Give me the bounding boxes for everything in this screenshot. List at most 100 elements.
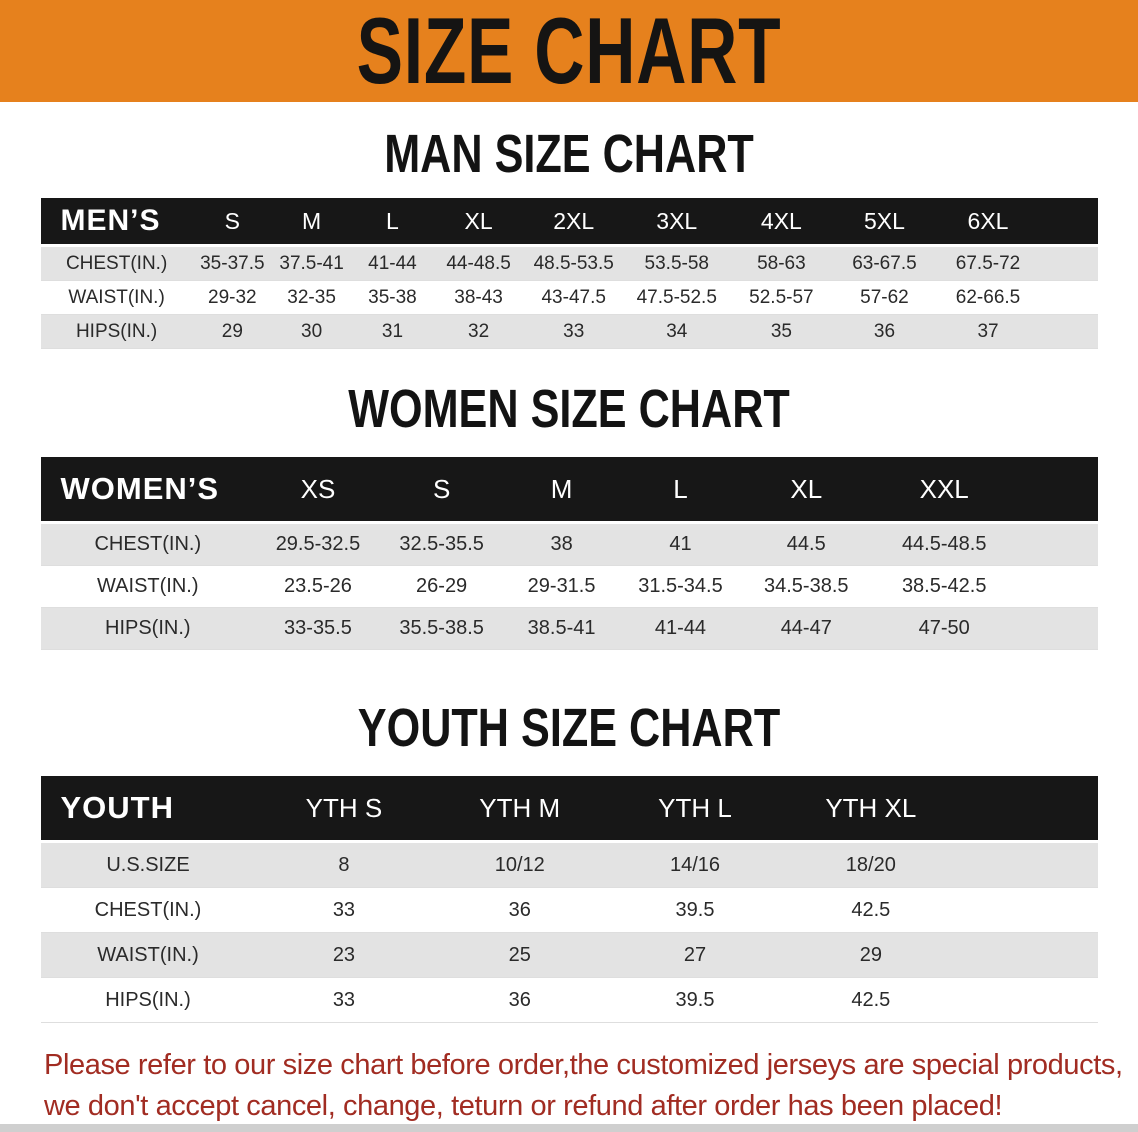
size-column-header: XS	[255, 457, 381, 524]
row-spacer	[1016, 565, 1098, 608]
cell-value: 67.5-72	[935, 245, 1041, 281]
cell-value: 53.5-58	[623, 245, 730, 281]
cell-value: 29	[782, 932, 959, 978]
row-spacer	[958, 887, 1098, 933]
cell-value: 33	[255, 887, 433, 933]
size-column-header: XL	[433, 198, 524, 247]
women-section-title: WOMEN SIZE CHART	[348, 379, 790, 439]
row-spacer	[958, 977, 1098, 1023]
cell-value: 57-62	[833, 280, 936, 315]
cell-value: 35-38	[351, 280, 434, 315]
cell-value: 34.5-38.5	[740, 565, 873, 608]
table-row: CHEST(IN.) 33 36 39.5 42.5	[40, 887, 1098, 933]
youth-section-title-wrap: YOUTH SIZE CHART	[0, 698, 1138, 758]
cell-value: 39.5	[607, 887, 783, 933]
cell-value: 31.5-34.5	[620, 565, 741, 608]
cell-value: 29	[192, 314, 272, 349]
row-label: HIPS(IN.)	[40, 607, 256, 650]
cell-value: 14/16	[607, 841, 783, 888]
size-column-header: YTH S	[255, 776, 433, 843]
cell-value: 43-47.5	[523, 280, 624, 315]
row-label: HIPS(IN.)	[40, 977, 256, 1023]
youth-section-title: YOUTH SIZE CHART	[357, 698, 781, 758]
row-spacer	[958, 932, 1098, 978]
table-row: HIPS(IN.) 29 30 31 32 33 34 35 36 37	[40, 314, 1098, 349]
cell-value: 41-44	[351, 245, 434, 281]
row-label: CHEST(IN.)	[40, 522, 256, 566]
row-label: WAIST(IN.)	[40, 280, 193, 315]
cell-value: 32-35	[271, 280, 352, 315]
cell-value: 8	[255, 841, 433, 888]
cell-value: 32.5-35.5	[380, 522, 503, 566]
cell-value: 31	[351, 314, 434, 349]
banner: SIZE CHART	[0, 0, 1138, 102]
table-row: U.S.SIZE 8 10/12 14/16 18/20	[40, 841, 1098, 888]
table-row: HIPS(IN.) 33-35.5 35.5-38.5 38.5-41 41-44 44-…	[40, 607, 1098, 650]
table-row: HIPS(IN.) 33 36 39.5 42.5	[40, 977, 1098, 1023]
cell-value: 42.5	[782, 887, 959, 933]
cell-value: 62-66.5	[935, 280, 1041, 315]
row-spacer	[1040, 280, 1098, 315]
cell-value: 38-43	[433, 280, 524, 315]
cell-value: 42.5	[782, 977, 959, 1023]
row-spacer	[1016, 607, 1098, 650]
table-header-row: YOUTH YTH S YTH M YTH L YTH XL	[40, 776, 1098, 843]
size-column-header: YTH L	[607, 776, 783, 843]
men-section-title-wrap: MAN SIZE CHART	[0, 124, 1138, 184]
size-column-header: 5XL	[833, 198, 936, 247]
table-header-row: MEN’S S M L XL 2XL 3XL 4XL 5XL 6XL	[40, 198, 1098, 247]
cell-value: 25	[432, 932, 608, 978]
table-corner-label: YOUTH	[40, 776, 256, 843]
cell-value: 39.5	[607, 977, 783, 1023]
table-corner-label: WOMEN’S	[40, 457, 256, 524]
size-column-header: S	[192, 198, 272, 247]
cell-value: 41-44	[620, 607, 741, 650]
size-column-header: 2XL	[523, 198, 624, 247]
cell-value: 29-32	[192, 280, 272, 315]
cell-value: 37.5-41	[271, 245, 352, 281]
banner-title: SIZE CHART	[356, 0, 782, 102]
cell-value: 44.5	[740, 522, 873, 566]
cell-value: 37	[935, 314, 1041, 349]
cell-value: 63-67.5	[833, 245, 936, 281]
cell-value: 36	[833, 314, 936, 349]
size-column-header: 6XL	[935, 198, 1041, 247]
women-size-table: WOMEN’S XS S M L XL XXL CHEST(IN.) 29.5-32.5 32.5…	[40, 457, 1098, 650]
row-label: WAIST(IN.)	[40, 565, 256, 608]
cell-value: 38.5-41	[502, 607, 621, 650]
table-row: WAIST(IN.) 23.5-26 26-29 29-31.5 31.5-34.5 34…	[40, 565, 1098, 608]
table-corner-label: MEN’S	[40, 198, 193, 247]
size-column-header: 4XL	[729, 198, 834, 247]
table-header-row: WOMEN’S XS S M L XL XXL	[40, 457, 1098, 524]
cell-value: 36	[432, 887, 608, 933]
cell-value: 38.5-42.5	[872, 565, 1017, 608]
cell-value: 47.5-52.5	[623, 280, 730, 315]
cell-value: 29.5-32.5	[255, 522, 381, 566]
size-column-header: XXL	[872, 457, 1017, 524]
row-spacer	[958, 841, 1098, 888]
youth-size-table: YOUTH YTH S YTH M YTH L YTH XL U.S.SIZE 8 10/12…	[40, 776, 1098, 1023]
cell-value: 30	[271, 314, 352, 349]
row-label: HIPS(IN.)	[40, 314, 193, 349]
cell-value: 33	[255, 977, 433, 1023]
table-row: CHEST(IN.) 35-37.5 37.5-41 41-44 44-48.5 48.5…	[40, 245, 1098, 281]
row-label: CHEST(IN.)	[40, 245, 193, 281]
cell-value: 26-29	[380, 565, 503, 608]
row-label: U.S.SIZE	[40, 841, 256, 888]
men-section-title: MAN SIZE CHART	[384, 124, 754, 184]
cell-value: 23	[255, 932, 433, 978]
cell-value: 44.5-48.5	[872, 522, 1017, 566]
cell-value: 58-63	[729, 245, 834, 281]
cell-value: 44-48.5	[433, 245, 524, 281]
cell-value: 35-37.5	[192, 245, 272, 281]
size-column-header: M	[502, 457, 621, 524]
size-column-header: L	[620, 457, 741, 524]
cell-value: 33-35.5	[255, 607, 381, 650]
cell-value: 47-50	[872, 607, 1017, 650]
cell-value: 48.5-53.5	[523, 245, 624, 281]
size-column-header: XL	[740, 457, 873, 524]
header-spacer	[958, 776, 1098, 843]
row-spacer	[1040, 245, 1098, 281]
row-spacer	[1040, 314, 1098, 349]
